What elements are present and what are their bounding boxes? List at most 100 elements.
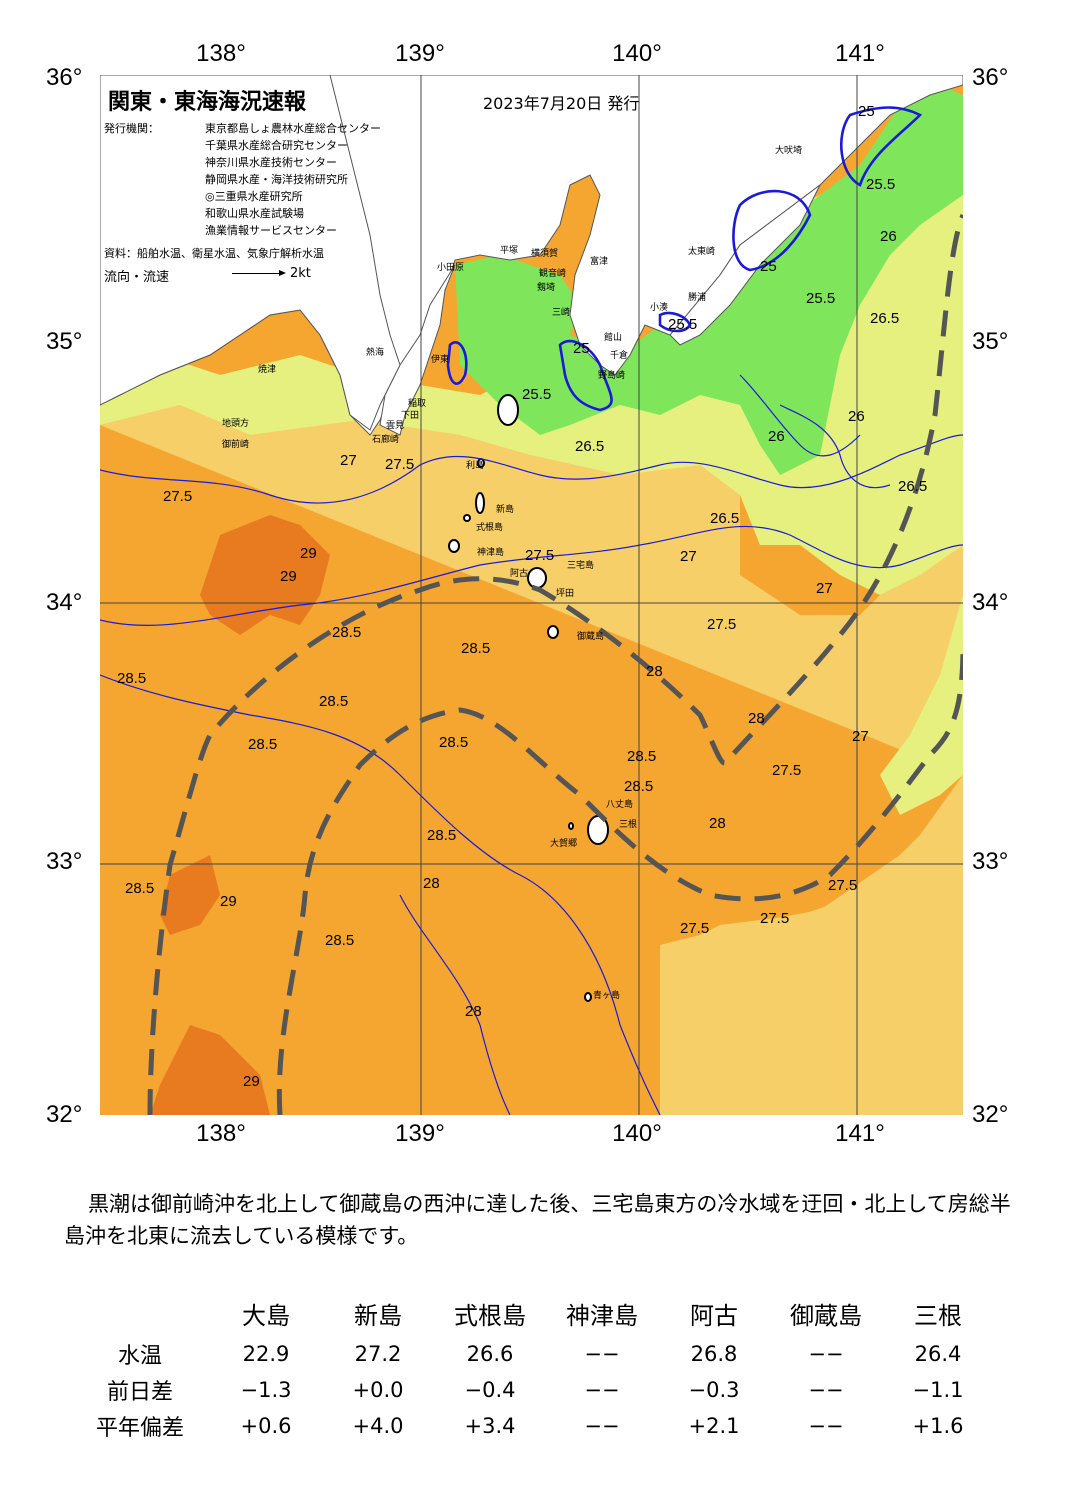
table-cell: +4.0 [352,1414,404,1438]
publisher-list: 東京都島しょ農林水産総合センター 千葉県水産総合研究センター 神奈川県水産技術セ… [205,120,381,239]
column-header-shikinejima: 式根島 [454,1301,526,1330]
sea-hot-spot-3 [150,1025,270,1115]
table-cell: +0.0 [352,1378,404,1402]
place-name: 横須賀 [531,249,559,259]
island-kohachijo [568,822,574,830]
table-cell: −0.3 [688,1378,740,1402]
place-name: 地頭方 [222,419,250,429]
publisher-item: 東京都島しょ農林水産総合センター [205,122,381,135]
place-name: 利島 [466,461,485,471]
place-name: 平塚 [500,246,519,256]
publisher-label: 発行機関： [104,122,159,135]
column-header-niijima: 新島 [354,1301,402,1330]
isotherm-label: 25 [760,258,777,275]
isotherm-label: 28.5 [325,932,355,949]
land-omaezaki [100,75,401,431]
isotherm-label: 26.5 [710,510,740,527]
lat-label-34-left: 34° [46,589,83,616]
lon-label-139-bottom: 139° [395,1120,445,1147]
graticule [100,75,963,1115]
table-cell: −1.1 [912,1378,964,1402]
lat-label-35-right: 35° [972,328,1009,355]
table-cell: −− [584,1378,620,1402]
place-name: 坪田 [556,589,575,599]
table-cell: −− [808,1414,844,1438]
isotherm-label: 27 [852,728,869,745]
table-cell: −− [808,1342,844,1366]
isotherm-label: 27.5 [760,910,790,927]
place-name: 観音崎 [539,269,567,279]
lon-label-140-top: 140° [612,40,662,67]
isotherm-label: 27.5 [772,762,802,779]
isotherm-label: 28.5 [627,748,657,765]
isotherm-label: 27.5 [680,920,710,937]
isotherm-label: 29 [220,893,237,910]
table-corner [70,1290,210,1336]
place-name: 阿古 [510,569,529,579]
isotherm-label: 28.5 [439,734,469,751]
place-name: 焼津 [258,365,277,375]
column-header-mikurajima: 御蔵島 [790,1301,862,1330]
place-name: 三宅島 [567,561,595,571]
table-cell: 22.9 [242,1342,290,1366]
isotherm-label: 28 [465,1003,482,1020]
isotherm-label: 28 [423,875,440,892]
table-cell: −0.4 [464,1378,516,1402]
flow-arrow-icon [232,270,286,276]
isotherm-label: 25.5 [806,290,836,307]
column-header-oshima: 大島 [242,1301,290,1330]
row-label-day-diff: 前日差 [106,1380,173,1405]
place-name: 大吠埼 [775,146,803,156]
isotherm-label: 25 [573,340,590,357]
isotherm-label: 25 [858,103,875,120]
isotherm-label: 26.5 [575,438,605,455]
lat-label-33-right: 33° [972,848,1009,875]
place-name: 石廊崎 [372,435,400,445]
table-cell: 26.6 [466,1342,514,1366]
place-name: 御蔵島 [577,632,605,642]
table-cell: +0.6 [240,1414,292,1438]
isotherm-label: 25.5 [866,176,896,193]
row-label-water-temp: 水温 [117,1344,162,1369]
isotherm-label: 28 [748,710,765,727]
table-cell: 26.4 [914,1342,962,1366]
table-cell: +3.4 [464,1414,516,1438]
isotherm-label: 27.5 [828,877,858,894]
isotherm-label: 28.5 [117,670,147,687]
isotherm-label: 26.5 [898,478,928,495]
isotherm-label: 28.5 [248,736,278,753]
table-cell: −1.3 [240,1378,292,1402]
isotherm-label: 25.5 [668,316,698,333]
island-temperature-table: 大島 新島 式根島 神津島 阿古 御蔵島 三根 水温 22.9 27.2 26.… [70,1290,994,1444]
island-niijima [475,492,485,514]
place-name: 千倉 [610,351,629,361]
lat-label-33-left: 33° [46,848,83,875]
land-izu-peninsula [379,264,456,436]
place-name: 三根 [619,820,638,830]
isotherm-25-lines [446,106,923,412]
isotherm-label: 27.5 [525,547,555,564]
column-header-ako: 阿古 [690,1301,738,1330]
row-label-normal-anomaly: 平年偏差 [95,1416,184,1441]
place-name: 剱埼 [537,283,556,293]
table-cell: 27.2 [354,1342,402,1366]
column-header-mitsune: 三根 [914,1301,962,1330]
isotherm-label: 26 [848,408,865,425]
place-name: 野島崎 [598,371,626,381]
lat-label-32-right: 32° [972,1101,1009,1128]
lat-label-32-left: 32° [46,1101,83,1128]
isotherm-label: 27.5 [707,616,737,633]
place-name: 勝浦 [688,293,707,303]
isotherm-label: 27 [816,580,833,597]
table-header-row: 大島 新島 式根島 神津島 阿古 御蔵島 三根 [70,1290,994,1336]
isotherm-label: 27 [680,548,697,565]
island-miyakejima [527,567,547,589]
isotherm-label: 28.5 [427,827,457,844]
column-header-kozushima: 神津島 [566,1301,638,1330]
isotherm-label: 29 [243,1073,260,1090]
isotherm-label: 26 [768,428,785,445]
kuroshio-description: 黒潮は御前崎沖を北上して御蔵島の西沖に達した後、三宅島東方の冷水域を迂回・北上し… [64,1192,1011,1248]
isotherm-label: 26.5 [870,310,900,327]
flow-legend-label: 流向・流速 [104,270,170,285]
place-name: 太東崎 [688,247,716,257]
